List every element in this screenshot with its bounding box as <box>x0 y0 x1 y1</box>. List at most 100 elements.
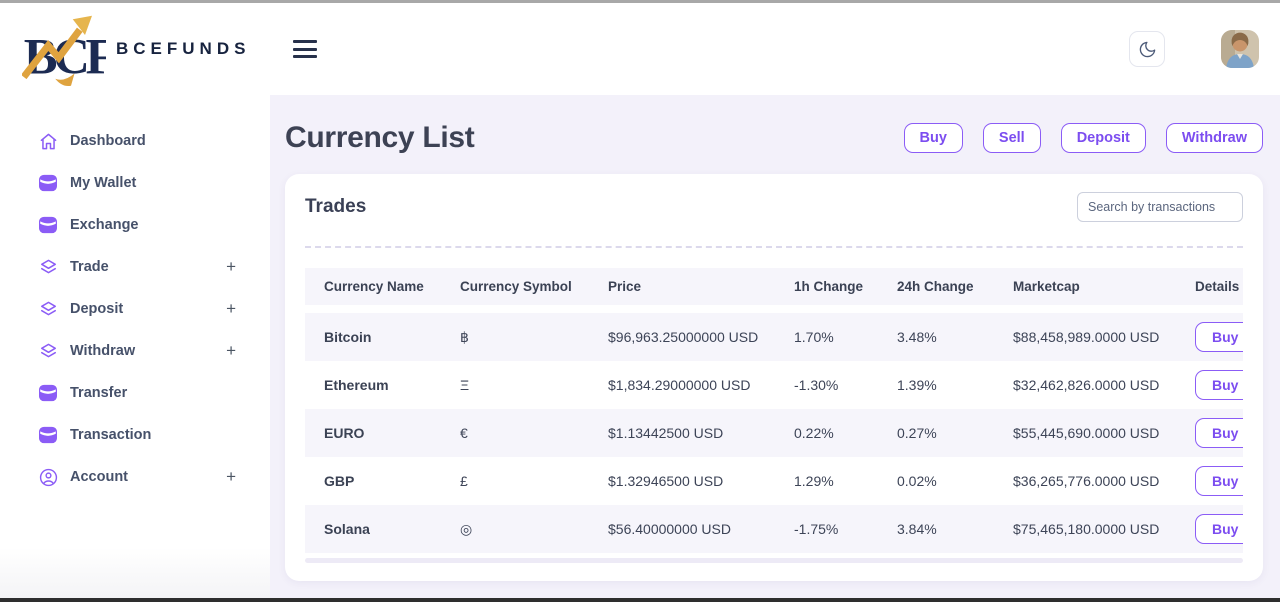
cell-currency-symbol: Ξ <box>460 377 470 393</box>
table-row-solana: Solana ◎ $56.40000000 USD -1.75% 3.84% $… <box>305 505 1243 553</box>
column-header-marketcap: Marketcap <box>994 268 1176 313</box>
table-row-euro: EURO € $1.13442500 USD 0.22% 0.27% $55,4… <box>305 409 1243 457</box>
home-icon <box>38 131 58 151</box>
cell-price: $1,834.29000000 USD <box>608 377 751 393</box>
cell-details: Buy <box>1176 457 1243 505</box>
layers-icon <box>38 341 58 361</box>
window-bottom-edge <box>0 598 1280 602</box>
cell-1h-change: 1.29% <box>794 473 834 489</box>
table-row-gbp: GBP £ $1.32946500 USD 1.29% 0.02% $36,26… <box>305 457 1243 505</box>
buy-button[interactable]: Buy <box>1195 370 1243 400</box>
layers-icon <box>38 299 58 319</box>
brand-logo[interactable]: BCF BCEFUNDS <box>0 11 270 87</box>
cell-currency-name: Bitcoin <box>324 329 372 345</box>
column-header-currency-symbol: Currency Symbol <box>441 268 589 313</box>
cell-price: $1.13442500 USD <box>608 425 724 441</box>
menu-toggle-icon[interactable] <box>293 40 317 58</box>
sidebar-item-exchange[interactable]: Exchange + <box>0 204 270 246</box>
dark-mode-toggle[interactable] <box>1129 31 1165 67</box>
table-row-ethereum: Ethereum Ξ $1,834.29000000 USD -1.30% 1.… <box>305 361 1243 409</box>
buy-button[interactable]: Buy <box>1195 466 1243 496</box>
cell-1h-change: -1.30% <box>794 377 839 393</box>
currency-table-wrap: Currency Name Currency Symbol Price 1h Chan… <box>305 268 1243 563</box>
divider <box>305 246 1243 248</box>
cell-currency-name: GBP <box>324 473 355 489</box>
cell-price: $96,963.25000000 USD <box>608 329 759 345</box>
cell-currency-symbol: £ <box>460 473 468 489</box>
column-header-currency-name: Currency Name <box>305 268 441 313</box>
cell-details: Buy <box>1176 505 1243 553</box>
cell-details: Buy <box>1176 361 1243 409</box>
expand-plus-icon[interactable]: + <box>226 341 236 360</box>
top-header: BCF BCEFUNDS <box>0 3 1280 95</box>
cell-currency-symbol: ฿ <box>460 329 469 345</box>
wallet-icon <box>38 215 58 235</box>
cell-details: Buy <box>1176 313 1243 361</box>
horizontal-scrollbar[interactable] <box>305 558 1243 563</box>
cell-marketcap: $32,462,826.0000 USD <box>1013 377 1160 393</box>
window-top-edge <box>0 0 1280 3</box>
cell-marketcap: $75,465,180.0000 USD <box>1013 521 1160 537</box>
sidebar-item-transfer[interactable]: Transfer + <box>0 372 270 414</box>
buy-button[interactable]: Buy <box>1195 514 1243 544</box>
sell-button[interactable]: Sell <box>982 123 1041 153</box>
sidebar-item-trade[interactable]: Trade + <box>0 246 270 288</box>
search-input[interactable] <box>1077 192 1243 222</box>
cell-details: Buy <box>1176 409 1243 457</box>
cell-24h-change: 0.02% <box>897 473 937 489</box>
cell-currency-name: Ethereum <box>324 377 389 393</box>
withdraw-button[interactable]: Withdraw <box>1165 123 1263 153</box>
cell-price: $56.40000000 USD <box>608 521 731 537</box>
expand-plus-icon[interactable]: + <box>226 299 236 318</box>
column-header-price: Price <box>589 268 775 313</box>
expand-plus-icon[interactable]: + <box>226 257 236 276</box>
cell-currency-symbol: € <box>460 425 468 441</box>
wallet-icon <box>38 173 58 193</box>
page-title: Currency List <box>285 121 475 154</box>
cell-currency-name: EURO <box>324 425 365 441</box>
column-header-24h-change: 24h Change <box>878 268 994 313</box>
buy-button[interactable]: Buy <box>903 123 963 153</box>
column-header-1h-change: 1h Change <box>775 268 878 313</box>
buy-button[interactable]: Buy <box>1195 418 1243 448</box>
cell-24h-change: 1.39% <box>897 377 937 393</box>
cell-1h-change: 1.70% <box>794 329 834 345</box>
sidebar-item-transaction[interactable]: Transaction + <box>0 414 270 456</box>
column-header-details: Details <box>1176 268 1243 313</box>
trades-title: Trades <box>305 196 367 217</box>
sidebar-item-my-wallet[interactable]: My Wallet + <box>0 162 270 204</box>
wallet-icon <box>38 425 58 445</box>
sidebar-item-withdraw[interactable]: Withdraw + <box>0 330 270 372</box>
currency-table: Currency Name Currency Symbol Price 1h Chan… <box>305 268 1243 553</box>
sidebar: Dashboard + My Wallet + Exchange + Trade… <box>0 95 270 598</box>
table-row-bitcoin: Bitcoin ฿ $96,963.25000000 USD 1.70% 3.4… <box>305 313 1243 361</box>
user-avatar[interactable] <box>1221 30 1259 68</box>
sidebar-item-deposit[interactable]: Deposit + <box>0 288 270 330</box>
cell-1h-change: 0.22% <box>794 425 834 441</box>
deposit-button[interactable]: Deposit <box>1060 123 1146 153</box>
sidebar-item-dashboard[interactable]: Dashboard + <box>0 120 270 162</box>
brand-name: BCEFUNDS <box>116 39 251 58</box>
cell-price: $1.32946500 USD <box>608 473 724 489</box>
cell-24h-change: 3.84% <box>897 521 937 537</box>
main-content: Currency List Buy Sell Deposit Withdraw Tra… <box>270 95 1280 598</box>
cell-currency-name: Solana <box>324 521 370 537</box>
user-icon <box>38 467 58 487</box>
moon-icon <box>1139 41 1155 57</box>
cell-marketcap: $55,445,690.0000 USD <box>1013 425 1160 441</box>
cell-marketcap: $36,265,776.0000 USD <box>1013 473 1160 489</box>
sidebar-item-account[interactable]: Account + <box>0 456 270 498</box>
cell-24h-change: 0.27% <box>897 425 937 441</box>
cell-1h-change: -1.75% <box>794 521 839 537</box>
cell-marketcap: $88,458,989.0000 USD <box>1013 329 1160 345</box>
wallet-icon <box>38 383 58 403</box>
cell-24h-change: 3.48% <box>897 329 937 345</box>
layers-icon <box>38 257 58 277</box>
brand-logo-icon: BCF <box>22 15 106 87</box>
cell-currency-symbol: ◎ <box>460 521 473 537</box>
expand-plus-icon[interactable]: + <box>226 467 236 486</box>
page-actions: Buy Sell Deposit Withdraw <box>903 123 1263 153</box>
buy-button[interactable]: Buy <box>1195 322 1243 352</box>
avatar-image <box>1221 30 1259 68</box>
